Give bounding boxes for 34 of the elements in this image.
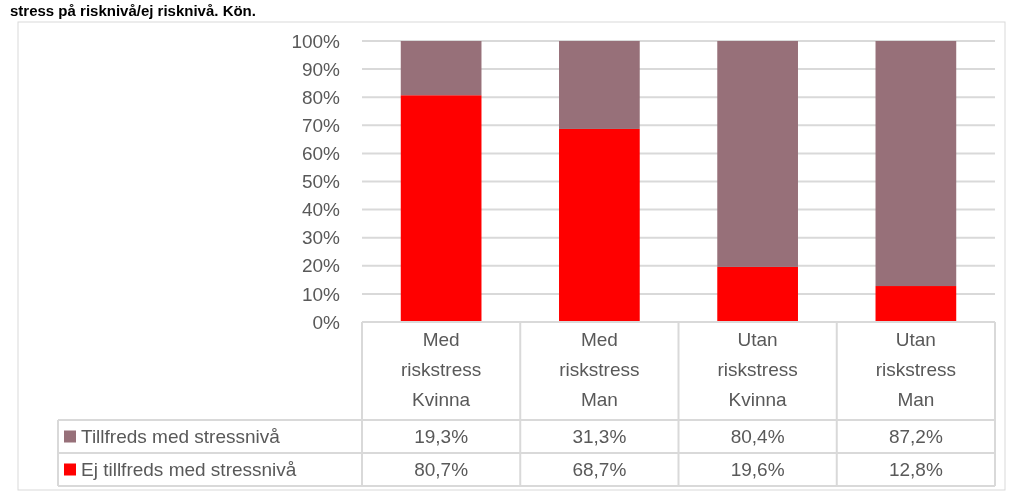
- data-label: 19,6%: [730, 459, 785, 481]
- y-tick-label: 40%: [301, 199, 341, 221]
- y-tick-label: 0%: [312, 311, 341, 333]
- bar: [400, 95, 482, 322]
- x-tick-label: Med riskstress Kvinna: [401, 329, 482, 410]
- data-label: 31,3%: [572, 426, 627, 448]
- text: stress på risknivå/ej risknivå. Kön.: [10, 2, 256, 19]
- bar: [559, 128, 640, 322]
- x-tick-label: Med riskstress Man: [559, 329, 640, 410]
- data-label: 80,4%: [730, 426, 785, 448]
- data-label: 19,3%: [414, 426, 469, 448]
- data-label: 87,2%: [888, 426, 943, 448]
- legend-label: Ej tillfreds med stressnivå: [81, 459, 297, 481]
- bar: [717, 266, 798, 322]
- y-tick-label: 70%: [301, 114, 341, 136]
- bar: [559, 41, 640, 129]
- y-tick-label: 100%: [291, 30, 341, 52]
- data-label: 68,7%: [572, 459, 627, 481]
- y-tick-label: 10%: [301, 283, 341, 305]
- legend-label: Tillfreds med stressnivå: [81, 426, 281, 448]
- x-tick-label: Utan riskstress Man: [875, 329, 956, 410]
- y-tick-label: 50%: [301, 171, 341, 193]
- y-tick-label: 60%: [301, 143, 341, 165]
- y-tick-label: 20%: [301, 255, 341, 277]
- bar: [717, 41, 798, 267]
- x-tick-label: Utan riskstress Kvinna: [717, 329, 798, 410]
- bar: [875, 41, 957, 287]
- data-label: 12,8%: [888, 459, 943, 481]
- data-label: 80,7%: [414, 459, 469, 481]
- y-tick-label: 90%: [301, 58, 341, 80]
- y-tick-label: 30%: [301, 227, 341, 249]
- bar: [400, 41, 482, 96]
- bar: [875, 286, 957, 322]
- y-tick-label: 80%: [301, 86, 341, 108]
